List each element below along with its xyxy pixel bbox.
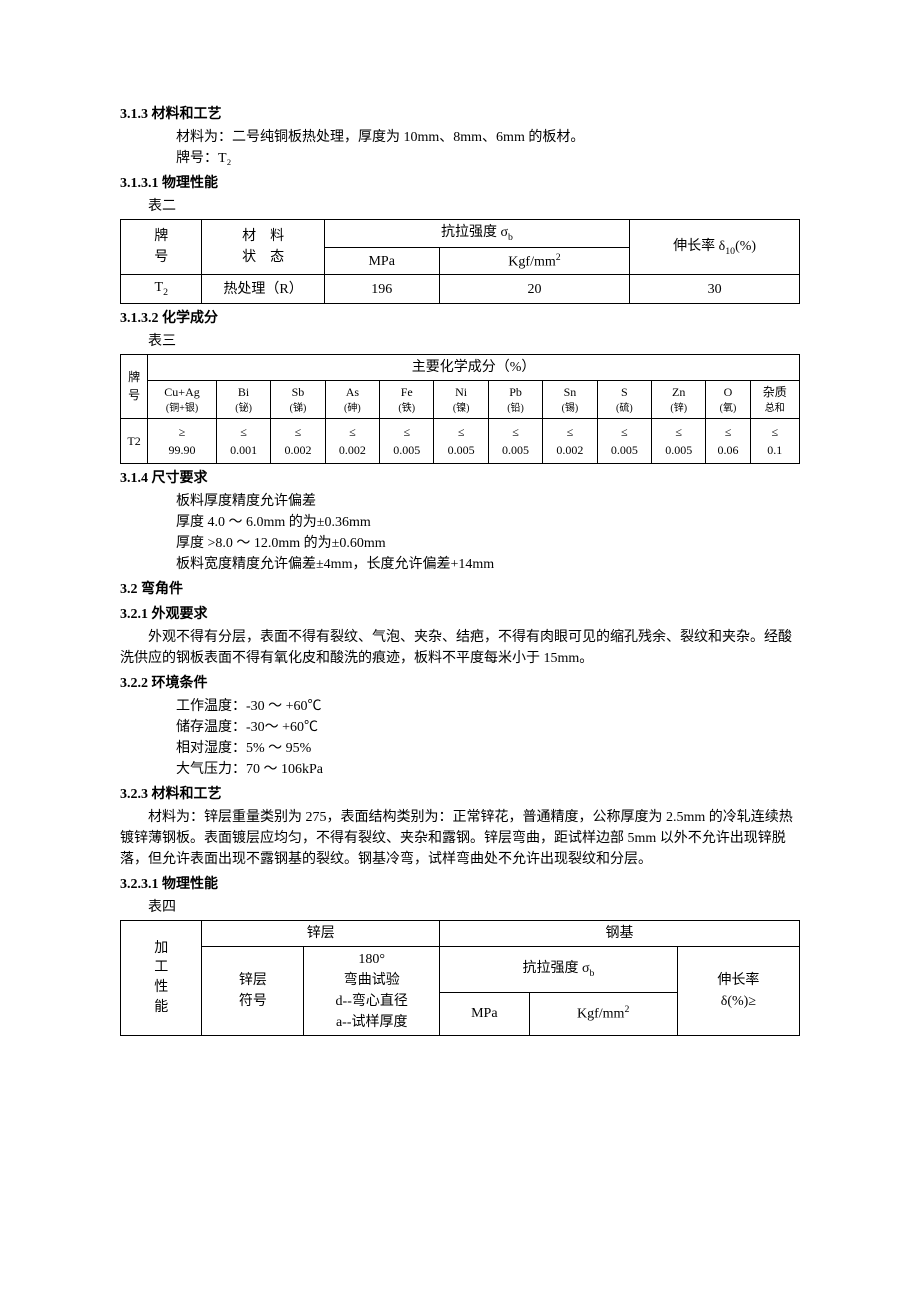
t2-r1-kgf: 20 — [439, 275, 630, 303]
heading-3132: 3.1.3.2 化学成分 — [120, 308, 800, 329]
t2-r1-grade: T2 — [121, 275, 202, 303]
t4-h-elong: 伸长率 δ(%)≥ — [677, 946, 799, 1035]
t2-h-tensile: 抗拉强度 σb — [324, 220, 630, 248]
p-314-2: 厚度 4.0 ～ 6.0mm 的为±0.36mm — [148, 512, 800, 533]
heading-3231: 3.2.3.1 物理性能 — [120, 874, 800, 895]
t3-col-5: Ni(镍) — [434, 380, 488, 418]
p-322-2: 储存温度：-30～ +60℃ — [148, 717, 800, 738]
heading-323: 3.2.3 材料和工艺 — [120, 784, 800, 805]
t3-h-grade: 牌号 — [121, 354, 148, 418]
heading-313: 3.1.3 材料和工艺 — [120, 104, 800, 125]
t2-r1-state: 热处理（R） — [202, 275, 324, 303]
t3-col-2: Sb(锑) — [271, 380, 325, 418]
t3-val-7: ≤0.002 — [543, 418, 597, 463]
t2-h-grade1: 牌 — [154, 229, 168, 244]
t4-h-zn: 锌层 — [202, 920, 440, 946]
caption-t2: 表二 — [148, 196, 800, 217]
t3-col-0: Cu+Ag(铜+银) — [148, 380, 217, 418]
p-322-1: 工作温度：-30 ～ +60℃ — [148, 696, 800, 717]
t3-col-8: S(硫) — [597, 380, 651, 418]
t4-h-steel: 钢基 — [440, 920, 800, 946]
p-313-1: 材料为：二号纯铜板热处理，厚度为 10mm、8mm、6mm 的板材。 — [148, 127, 800, 148]
heading-314: 3.1.4 尺寸要求 — [120, 468, 800, 489]
p-322-4: 大气压力：70 ～ 106kPa — [148, 759, 800, 780]
t3-col-6: Pb(铅) — [488, 380, 542, 418]
heading-32: 3.2 弯角件 — [120, 579, 800, 600]
t4-h-znmark: 锌层符号 — [202, 946, 304, 1035]
p-313-2: 牌号：T₂ — [148, 148, 800, 169]
t3-val-4: ≤0.005 — [380, 418, 434, 463]
t3-val-8: ≤0.005 — [597, 418, 651, 463]
t3-row-grade: T2 — [121, 418, 148, 463]
t3-col-1: Bi(铋) — [216, 380, 270, 418]
t3-val-6: ≤0.005 — [488, 418, 542, 463]
p-314-1: 板料厚度精度允许偏差 — [148, 491, 800, 512]
t3-col-4: Fe(铁) — [380, 380, 434, 418]
t2-h-elong: 伸长率 δ10(%) — [630, 220, 800, 275]
caption-t3: 表三 — [148, 331, 800, 352]
t3-h-main: 主要化学成分（%） — [148, 354, 800, 380]
t3-col-7: Sn(锡) — [543, 380, 597, 418]
t4-h-mpa: MPa — [440, 992, 529, 1035]
t4-h-kgf: Kgf/mm2 — [529, 992, 677, 1035]
t3-val-0: ≥99.90 — [148, 418, 217, 463]
heading-321: 3.2.1 外观要求 — [120, 604, 800, 625]
table-2: 牌 号 材 料 状 态 抗拉强度 σb 伸长率 δ10(%) MPa Kgf/m… — [120, 219, 800, 304]
t3-col-11: 杂质总和 — [750, 380, 799, 418]
t2-h-grade2: 号 — [154, 250, 168, 265]
t3-val-3: ≤0.002 — [325, 418, 379, 463]
t4-h-proc: 加工性能 — [121, 920, 202, 1035]
t4-h-tensile: 抗拉强度 σb — [440, 946, 678, 992]
t4-h-bend: 180° 弯曲试验 d--弯心直径 a--试样厚度 — [304, 946, 440, 1035]
t2-h-kgf: Kgf/mm2 — [439, 248, 630, 275]
t2-h-mpa: MPa — [324, 248, 439, 275]
heading-3131: 3.1.3.1 物理性能 — [120, 173, 800, 194]
t3-val-11: ≤0.1 — [750, 418, 799, 463]
p-323-1: 材料为：锌层重量类别为 275，表面结构类别为：正常锌花，普通精度，公称厚度为 … — [120, 807, 800, 870]
heading-322: 3.2.2 环境条件 — [120, 673, 800, 694]
t3-val-5: ≤0.005 — [434, 418, 488, 463]
t3-col-3: As(砷) — [325, 380, 379, 418]
table-4: 加工性能 锌层 钢基 锌层符号 180° 弯曲试验 d--弯心直径 a--试样厚… — [120, 920, 800, 1036]
p-322-3: 相对湿度：5% ～ 95% — [148, 738, 800, 759]
t3-val-2: ≤0.002 — [271, 418, 325, 463]
t3-col-9: Zn(锌) — [652, 380, 706, 418]
p-321-1: 外观不得有分层，表面不得有裂纹、气泡、夹杂、结疤，不得有肉眼可见的缩孔残余、裂纹… — [120, 627, 800, 669]
t2-h-state1: 材 料 — [242, 229, 284, 244]
p-314-4: 板料宽度精度允许偏差±4mm，长度允许偏差+14mm — [148, 554, 800, 575]
t3-col-10: O(氧) — [706, 380, 750, 418]
t3-val-10: ≤0.06 — [706, 418, 750, 463]
t2-r1-mpa: 196 — [324, 275, 439, 303]
t2-h-state2: 状 态 — [242, 250, 284, 265]
table-3: 牌号 主要化学成分（%） Cu+Ag(铜+银)Bi(铋)Sb(锑)As(砷)Fe… — [120, 354, 800, 464]
caption-t4: 表四 — [148, 897, 800, 918]
t3-val-1: ≤0.001 — [216, 418, 270, 463]
p-314-3: 厚度 >8.0 ～ 12.0mm 的为±0.60mm — [148, 533, 800, 554]
t3-val-9: ≤0.005 — [652, 418, 706, 463]
t2-r1-elong: 30 — [630, 275, 800, 303]
